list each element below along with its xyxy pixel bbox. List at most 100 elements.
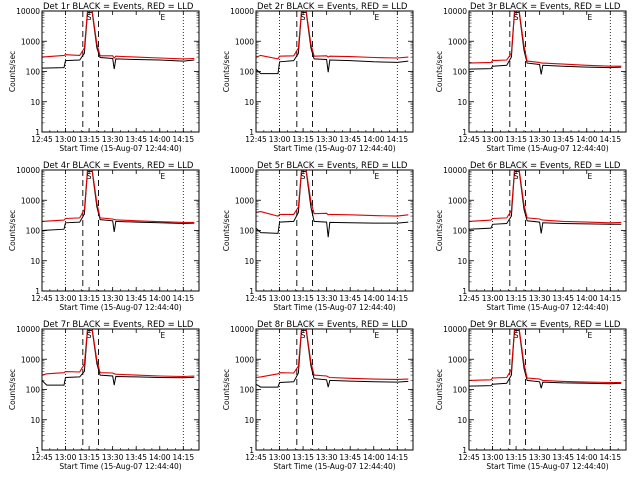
series-line-events bbox=[255, 170, 409, 238]
x-tick-label: 13:45 bbox=[552, 294, 574, 303]
y-axis-label: Counts/sec bbox=[435, 51, 444, 92]
x-axis-label: Start Time (15-Aug-07 12:44:40) bbox=[486, 462, 608, 471]
x-axis-label: Start Time (15-Aug-07 12:44:40) bbox=[273, 462, 395, 471]
y-tick-label: 1000 bbox=[21, 37, 40, 46]
x-tick-label: 14:15 bbox=[599, 135, 621, 144]
series-line-events bbox=[468, 329, 622, 389]
y-tick-label: 100 bbox=[240, 227, 255, 236]
y-tick-label: 100 bbox=[240, 68, 255, 77]
x-tick-label: 12:45 bbox=[245, 135, 267, 144]
y-tick-label: 10 bbox=[457, 416, 467, 425]
panel-det-6r: 12:45 13:00 13:15 13:30 13:45 14:00 14:15 1 10 10… bbox=[435, 161, 627, 312]
x-tick-label: 12:45 bbox=[245, 453, 267, 462]
event-marker-e: E bbox=[161, 331, 166, 340]
chart-title: Det 6r BLACK = Events, RED = LLD bbox=[470, 161, 621, 171]
y-axis-label: Counts/sec bbox=[8, 51, 17, 92]
y-tick-label: 10 bbox=[244, 416, 254, 425]
x-tick-label: 14:15 bbox=[599, 294, 621, 303]
x-tick-label: 13:00 bbox=[482, 294, 504, 303]
event-marker-s: S bbox=[514, 172, 519, 181]
y-tick-label: 10 bbox=[30, 98, 40, 107]
x-tick-label: 14:00 bbox=[363, 453, 385, 462]
series-line-lld bbox=[41, 328, 195, 378]
chart-title: Det 1r BLACK = Events, RED = LLD bbox=[43, 2, 194, 12]
y-tick-label: 1 bbox=[249, 128, 254, 137]
y-tick-label: 1000 bbox=[235, 37, 254, 46]
series-line-lld bbox=[468, 169, 622, 224]
y-tick-label: 100 bbox=[26, 386, 41, 395]
series-line-lld bbox=[255, 169, 409, 217]
y-tick-label: 1 bbox=[462, 446, 467, 455]
y-tick-label: 10000 bbox=[443, 7, 467, 16]
x-tick-label: 13:45 bbox=[339, 453, 361, 462]
x-tick-label: 13:00 bbox=[482, 135, 504, 144]
y-axis-label: Counts/sec bbox=[222, 51, 231, 92]
panel-det-3r: 12:45 13:00 13:15 13:30 13:45 14:00 14:15 1 10 10… bbox=[435, 2, 627, 153]
y-tick-label: 10 bbox=[244, 257, 254, 266]
y-axis-label: Counts/sec bbox=[222, 369, 231, 410]
y-tick-label: 10 bbox=[244, 98, 254, 107]
x-tick-label: 13:15 bbox=[292, 453, 314, 462]
y-tick-label: 100 bbox=[240, 386, 255, 395]
x-tick-label: 13:15 bbox=[78, 294, 100, 303]
x-tick-label: 13:30 bbox=[529, 135, 551, 144]
x-tick-label: 12:45 bbox=[458, 453, 480, 462]
x-tick-label: 13:45 bbox=[339, 135, 361, 144]
y-tick-label: 10000 bbox=[230, 7, 254, 16]
x-tick-label: 13:30 bbox=[316, 453, 338, 462]
x-tick-label: 13:15 bbox=[505, 294, 527, 303]
event-marker-e: E bbox=[375, 172, 380, 181]
event-marker-s: S bbox=[87, 331, 92, 340]
series-line-events bbox=[255, 11, 409, 75]
panel-det-9r: 12:45 13:00 13:15 13:30 13:45 14:00 14:15 1 10 10… bbox=[435, 320, 627, 471]
y-tick-label: 10 bbox=[457, 257, 467, 266]
x-tick-label: 13:45 bbox=[125, 294, 147, 303]
event-marker-s: S bbox=[301, 13, 306, 22]
x-tick-label: 13:45 bbox=[339, 294, 361, 303]
x-tick-label: 13:00 bbox=[269, 453, 291, 462]
x-tick-label: 12:45 bbox=[458, 135, 480, 144]
x-tick-label: 14:00 bbox=[149, 294, 171, 303]
x-tick-label: 13:30 bbox=[102, 294, 124, 303]
y-tick-label: 1000 bbox=[21, 196, 40, 205]
y-tick-label: 1 bbox=[35, 446, 40, 455]
series-line-lld bbox=[255, 10, 409, 60]
y-tick-label: 1 bbox=[35, 128, 40, 137]
y-tick-label: 1 bbox=[35, 287, 40, 296]
event-marker-s: S bbox=[87, 172, 92, 181]
series-line-lld bbox=[41, 10, 195, 60]
x-tick-label: 13:00 bbox=[55, 453, 77, 462]
chart-title: Det 8r BLACK = Events, RED = LLD bbox=[257, 320, 408, 330]
y-tick-label: 10000 bbox=[16, 7, 40, 16]
x-tick-label: 14:00 bbox=[363, 294, 385, 303]
x-tick-label: 14:15 bbox=[599, 453, 621, 462]
event-marker-s: S bbox=[87, 13, 92, 22]
x-tick-label: 12:45 bbox=[458, 294, 480, 303]
panel-det-4r: 12:45 13:00 13:15 13:30 13:45 14:00 14:15 1 10 10… bbox=[8, 161, 200, 312]
y-tick-label: 1000 bbox=[448, 37, 467, 46]
x-axis-label: Start Time (15-Aug-07 12:44:40) bbox=[273, 144, 395, 153]
x-tick-label: 13:00 bbox=[55, 135, 77, 144]
series-line-events bbox=[41, 11, 195, 70]
x-tick-label: 13:00 bbox=[482, 453, 504, 462]
chart-title: Det 9r BLACK = Events, RED = LLD bbox=[470, 320, 621, 330]
x-tick-label: 14:15 bbox=[172, 294, 194, 303]
y-tick-label: 1000 bbox=[235, 196, 254, 205]
event-marker-s: S bbox=[514, 331, 519, 340]
event-marker-e: E bbox=[588, 172, 593, 181]
event-marker-e: E bbox=[161, 13, 166, 22]
series-line-events bbox=[468, 170, 622, 234]
x-tick-label: 14:00 bbox=[363, 135, 385, 144]
series-line-events bbox=[255, 329, 409, 388]
x-tick-label: 13:15 bbox=[292, 294, 314, 303]
y-axis-label: Counts/sec bbox=[435, 210, 444, 251]
x-axis-label: Start Time (15-Aug-07 12:44:40) bbox=[59, 462, 181, 471]
y-tick-label: 10000 bbox=[230, 325, 254, 334]
x-tick-label: 13:45 bbox=[552, 453, 574, 462]
y-tick-label: 10000 bbox=[16, 166, 40, 175]
x-tick-label: 12:45 bbox=[31, 294, 53, 303]
chart-title: Det 7r BLACK = Events, RED = LLD bbox=[43, 320, 194, 330]
y-tick-label: 1 bbox=[462, 128, 467, 137]
chart-title: Det 3r BLACK = Events, RED = LLD bbox=[470, 2, 621, 12]
event-marker-e: E bbox=[588, 331, 593, 340]
